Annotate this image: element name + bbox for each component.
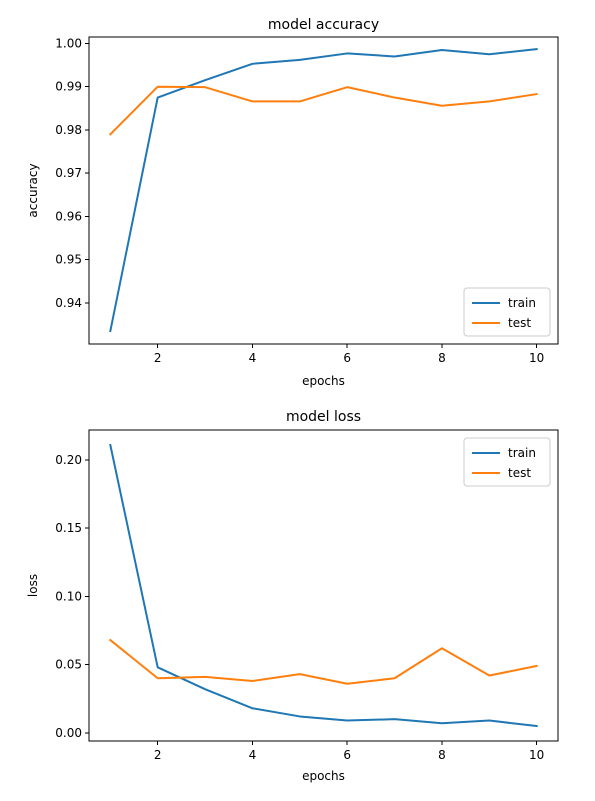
accuracy-x-tick-label: 2 [154, 351, 162, 365]
accuracy-x-tick-label: 8 [438, 351, 446, 365]
accuracy-y-tick-label: 0.95 [55, 253, 82, 267]
accuracy-legend-label-test: test [508, 316, 531, 330]
loss-legend-label-test: test [508, 466, 531, 480]
loss-y-tick-label: 0.05 [55, 658, 82, 672]
accuracy-series-line-train [109, 48, 538, 333]
loss-chart-title: model loss [286, 409, 361, 425]
loss-x-tick-label: 4 [249, 748, 257, 762]
loss-plot-frame [88, 429, 559, 742]
loss-x-tick-label: 2 [154, 748, 162, 762]
accuracy-x-tick-label: 6 [343, 351, 351, 365]
accuracy-legend-box [463, 287, 551, 337]
accuracy-plot-frame [88, 36, 559, 345]
loss-x-tick-label: 6 [343, 748, 351, 762]
loss-x-axis-label: epochs [302, 769, 345, 783]
accuracy-y-tick-label: 1.00 [55, 36, 82, 50]
loss-y-axis-label: loss [26, 574, 40, 597]
loss-legend-box [463, 437, 551, 487]
loss-chart: model loss 2 4 6 8 10 0.00 0.05 0.10 0.15 0.20 epoc… [26, 409, 559, 783]
accuracy-y-tick-label: 0.96 [55, 209, 82, 223]
accuracy-chart-title: model accuracy [268, 17, 379, 33]
accuracy-chart: model accuracy 2 4 6 8 10 0.94 0.95 0.96 0.97 0.98… [26, 17, 559, 388]
loss-y-tick-label: 0.15 [55, 521, 82, 535]
accuracy-y-tick-label: 0.98 [55, 123, 82, 137]
accuracy-legend-label-train: train [508, 296, 536, 310]
accuracy-x-tick-label: 10 [529, 351, 544, 365]
accuracy-x-tick-label: 4 [249, 351, 257, 365]
accuracy-legend: train test [463, 287, 551, 337]
loss-y-tick-label: 0.10 [55, 589, 82, 603]
accuracy-y-tick-label: 0.99 [55, 80, 82, 94]
loss-series-line-train [109, 443, 538, 728]
accuracy-y-tick-label: 0.97 [55, 166, 82, 180]
accuracy-y-axis-label: accuracy [26, 163, 40, 217]
loss-legend-label-train: train [508, 446, 536, 460]
loss-x-tick-label: 8 [438, 748, 446, 762]
loss-series-line-test [108, 638, 538, 685]
accuracy-y-tick-label: 0.94 [55, 296, 82, 310]
loss-x-tick-label: 10 [529, 748, 544, 762]
accuracy-series-line-test [108, 85, 538, 136]
accuracy-x-axis-label: epochs [302, 374, 345, 388]
loss-y-tick-label: 0.20 [55, 453, 82, 467]
loss-legend: train test [463, 437, 551, 487]
loss-y-tick-label: 0.00 [55, 726, 82, 740]
